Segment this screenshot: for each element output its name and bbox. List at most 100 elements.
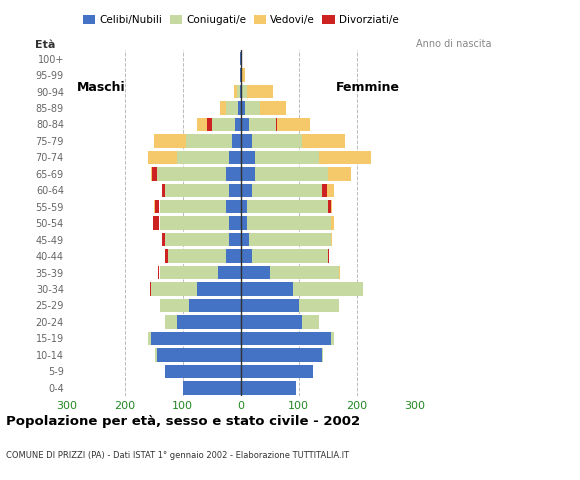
Bar (177, 151, 229, 164)
Bar (148, 151, 177, 164)
Bar (151, 167, 157, 180)
Bar (241, 299, 299, 312)
Bar (160, 266, 218, 279)
Bar (247, 85, 273, 98)
Bar (241, 315, 302, 329)
Bar (158, 266, 160, 279)
Bar (241, 85, 242, 98)
Bar (241, 101, 245, 115)
Bar (160, 200, 226, 214)
Bar (299, 299, 339, 312)
Text: Anno di nascita: Anno di nascita (416, 39, 491, 49)
Bar (241, 332, 331, 345)
Bar (328, 250, 329, 263)
Bar (242, 68, 245, 82)
Bar (339, 266, 340, 279)
Bar (168, 250, 226, 263)
Bar (154, 200, 160, 214)
Text: Maschi: Maschi (77, 81, 126, 94)
Bar (153, 216, 160, 230)
Bar (331, 216, 333, 230)
Bar (302, 315, 319, 329)
Bar (229, 151, 241, 164)
Bar (157, 167, 226, 180)
Bar (165, 250, 168, 263)
Bar (155, 200, 160, 214)
Bar (328, 250, 329, 263)
Bar (249, 233, 331, 246)
Bar (249, 118, 276, 131)
Bar (164, 233, 165, 246)
Bar (229, 183, 241, 197)
Bar (151, 282, 197, 296)
Bar (241, 167, 255, 180)
Bar (241, 151, 255, 164)
Bar (150, 282, 151, 296)
Bar (270, 266, 339, 279)
Bar (322, 183, 327, 197)
Bar (241, 118, 249, 131)
Bar (241, 250, 252, 263)
Bar (232, 134, 241, 148)
Text: Età: Età (35, 40, 55, 50)
Bar (322, 348, 323, 361)
Bar (322, 183, 334, 197)
Bar (328, 200, 331, 214)
Bar (246, 216, 331, 230)
Bar (242, 85, 247, 98)
Bar (328, 200, 332, 214)
Bar (319, 151, 371, 164)
Bar (241, 381, 296, 395)
Bar (165, 315, 177, 329)
Bar (234, 85, 237, 98)
Bar (167, 250, 168, 263)
Bar (240, 68, 241, 82)
Bar (328, 167, 351, 180)
Text: Femmine: Femmine (336, 81, 400, 94)
Bar (241, 365, 313, 378)
Bar (241, 200, 246, 214)
Bar (165, 183, 229, 197)
Bar (241, 266, 270, 279)
Bar (162, 233, 165, 246)
Bar (165, 233, 229, 246)
Bar (260, 101, 286, 115)
Bar (148, 332, 151, 345)
Bar (158, 266, 160, 279)
Bar (162, 183, 165, 197)
Bar (255, 151, 319, 164)
Bar (237, 85, 240, 98)
Bar (226, 200, 241, 214)
Bar (229, 233, 241, 246)
Bar (241, 134, 252, 148)
Bar (162, 183, 165, 197)
Bar (246, 200, 328, 214)
Bar (207, 118, 212, 131)
Bar (220, 101, 226, 115)
Bar (240, 85, 241, 98)
Bar (235, 118, 241, 131)
Bar (252, 250, 328, 263)
Bar (160, 299, 188, 312)
Bar (226, 101, 238, 115)
Bar (302, 134, 345, 148)
Bar (252, 183, 322, 197)
Bar (331, 233, 332, 246)
Bar (241, 216, 246, 230)
Bar (241, 282, 293, 296)
Bar (241, 183, 252, 197)
Bar (240, 52, 241, 65)
Bar (157, 348, 241, 361)
Bar (241, 348, 322, 361)
Bar (177, 315, 241, 329)
Bar (188, 299, 241, 312)
Bar (276, 118, 310, 131)
Bar (229, 216, 241, 230)
Bar (151, 332, 241, 345)
Bar (276, 118, 277, 131)
Bar (331, 332, 333, 345)
Bar (197, 282, 241, 296)
Bar (238, 101, 241, 115)
Bar (252, 134, 302, 148)
Bar (155, 348, 157, 361)
